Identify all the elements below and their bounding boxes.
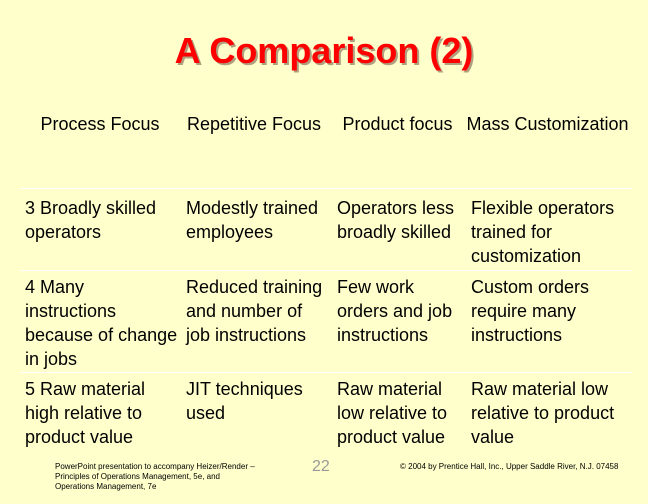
table-cell: Raw material low relative to product val… bbox=[337, 379, 448, 447]
table-cell: Modestly trained employees bbox=[186, 198, 319, 242]
column-header: Process Focus bbox=[40, 114, 160, 134]
table-cell: Custom orders require many instructions bbox=[471, 277, 590, 345]
table-cell: Few work orders and job instructions bbox=[337, 277, 453, 345]
footer-right: © 2004 by Prentice Hall, Inc., Upper Sad… bbox=[400, 462, 619, 471]
column-header: Mass Customization bbox=[466, 114, 629, 134]
column-header: Product focus bbox=[342, 114, 453, 134]
footer-left: PowerPoint presentation to accompany Hei… bbox=[55, 462, 255, 491]
table-cell: 4 Many instructions because of change in… bbox=[25, 277, 178, 369]
table-cell: Raw material low relative to product val… bbox=[471, 379, 615, 447]
table-cell: 3 Broadly skilled operators bbox=[25, 198, 157, 242]
row-rule bbox=[20, 270, 632, 271]
row-rule bbox=[20, 372, 632, 373]
table-cell: 5 Raw material high relative to product … bbox=[25, 379, 146, 447]
page-number: 22 bbox=[312, 458, 330, 475]
slide-title: A Comparison (2) bbox=[174, 30, 474, 71]
table-cell: Reduced training and number of job instr… bbox=[186, 277, 323, 345]
row-rule bbox=[20, 188, 632, 189]
table-cell: Operators less broadly skilled bbox=[337, 198, 455, 242]
column-header: Repetitive Focus bbox=[186, 114, 322, 134]
table-cell: Flexible operators trained for customiza… bbox=[471, 198, 615, 266]
table-cell: JIT techniques used bbox=[186, 379, 303, 423]
